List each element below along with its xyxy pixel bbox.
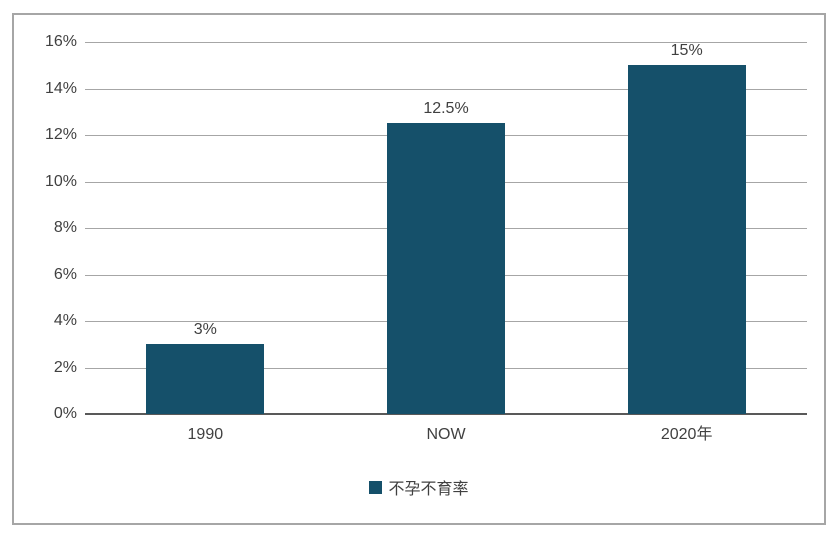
- data-label: 3%: [193, 321, 217, 339]
- gridline: [85, 42, 807, 43]
- legend-square-icon: [369, 480, 383, 494]
- y-tick-label: 8%: [53, 219, 77, 236]
- bar-1990: [146, 344, 265, 414]
- x-axis-line: [85, 413, 807, 415]
- bar-NOW: [387, 123, 505, 414]
- plot-area: [85, 42, 807, 415]
- x-tick-label: 1990: [187, 426, 224, 443]
- legend: 不孕不育率: [14, 475, 824, 499]
- data-label: 15%: [670, 42, 703, 60]
- bar-2020年: [627, 65, 746, 414]
- legend-label: 不孕不育率: [388, 481, 469, 498]
- y-tick-label: 2%: [53, 358, 77, 376]
- y-tick-label: 4%: [53, 312, 77, 329]
- x-tick-label: 2020年: [660, 426, 713, 443]
- gridline: [85, 88, 807, 90]
- y-tick-label: 6%: [53, 265, 77, 283]
- chart-frame: 0% 2% 4% 6% 8% 10% 12% 14% 16% 3% 12.5% 15% 1990 NOW…: [12, 13, 826, 525]
- y-tick-label: 0%: [53, 405, 77, 422]
- x-tick-label: NOW: [426, 426, 466, 443]
- y-tick-label: 10%: [44, 172, 77, 190]
- y-tick-label: 14%: [44, 79, 77, 97]
- data-label: 12.5%: [423, 100, 469, 118]
- y-tick-label: 16%: [44, 33, 77, 50]
- y-tick-label: 12%: [44, 126, 77, 143]
